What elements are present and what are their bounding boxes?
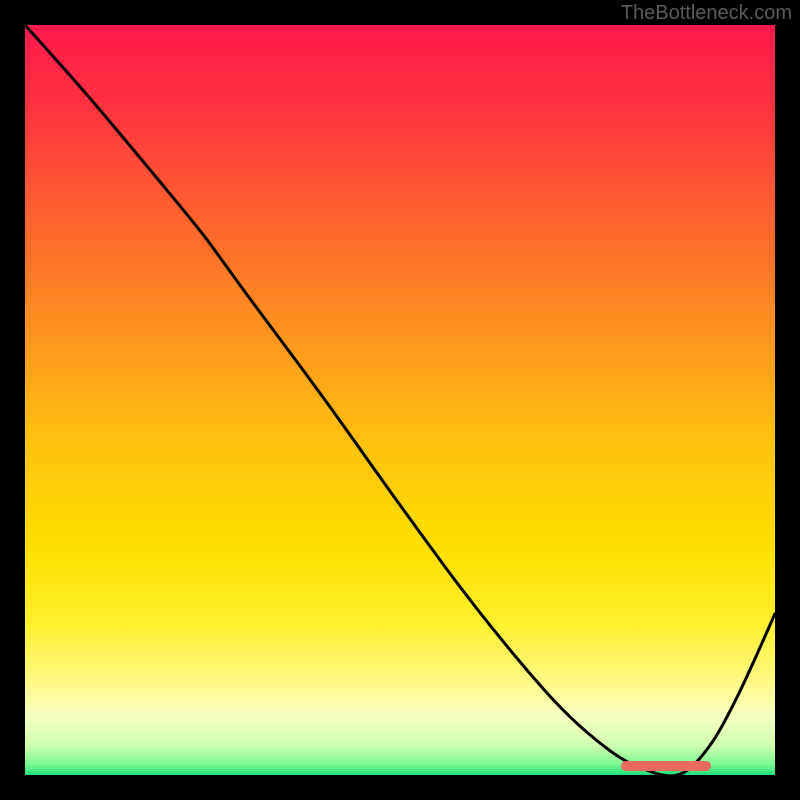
bottleneck-curve — [25, 25, 775, 775]
attribution-label: TheBottleneck.com — [621, 2, 792, 25]
chart-container: TheBottleneck.com — [0, 0, 800, 800]
plot-area — [25, 25, 775, 775]
optimal-range-marker — [621, 761, 711, 771]
